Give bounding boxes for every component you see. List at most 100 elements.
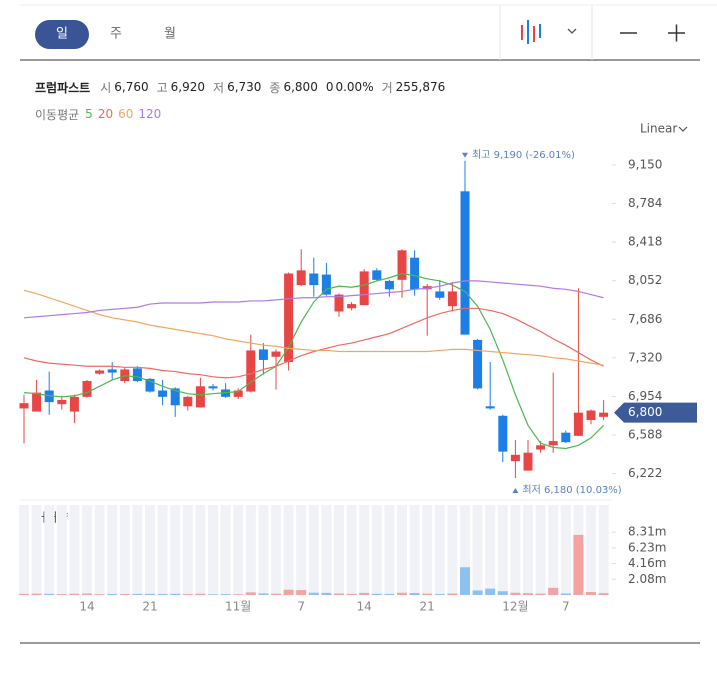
candle-body — [107, 369, 117, 373]
volume-column — [31, 505, 42, 595]
volume-bar — [548, 587, 559, 595]
candle-body — [296, 270, 306, 286]
candle-body — [271, 351, 281, 357]
x-tick-label: 12월 — [502, 600, 528, 614]
volume-column — [409, 505, 420, 595]
candle-body — [548, 441, 558, 446]
volume-column — [460, 505, 470, 595]
volume-bar — [271, 593, 281, 595]
candle-body — [57, 399, 67, 405]
volume-bar — [56, 594, 67, 595]
volume-bar — [586, 591, 596, 595]
volume-column — [94, 505, 105, 595]
zoom-in[interactable] — [668, 24, 685, 42]
legend-entry: 5 — [85, 107, 93, 121]
volume-column — [422, 505, 433, 595]
volume-column — [334, 505, 344, 595]
volume-bar — [598, 593, 609, 595]
volume-bar — [82, 593, 92, 595]
quote-label: 시 — [100, 80, 112, 95]
volume-bar — [472, 590, 483, 595]
volume-bar — [485, 588, 496, 595]
price-tag-label: 6,800 — [628, 405, 662, 419]
ma-title: 이동평균 — [35, 107, 80, 122]
candle-body — [69, 396, 79, 412]
tab-selected-bg[interactable] — [35, 20, 89, 49]
candle-body — [158, 390, 168, 397]
candle-body — [485, 406, 495, 409]
volume-column — [397, 505, 407, 595]
quote-value: 6,800 — [283, 80, 318, 94]
volume-tick-label: 8.31m — [628, 525, 666, 539]
volume-bar — [523, 593, 533, 595]
scale-chevron[interactable] — [678, 126, 688, 132]
tab[interactable]: 일 — [56, 27, 68, 42]
volume-column — [321, 505, 332, 595]
volume-column — [472, 505, 483, 595]
volume-bar — [397, 592, 407, 595]
volume-bar — [157, 594, 168, 595]
candle-body — [195, 386, 205, 408]
volume-bar — [220, 594, 231, 595]
y-tick-label: 7,320 — [628, 350, 662, 364]
y-tick-label: 6,222 — [628, 466, 662, 480]
volume-bar — [447, 593, 458, 595]
scale-label[interactable]: Linear — [640, 122, 677, 136]
volume-bar — [283, 589, 294, 595]
volume-column — [548, 505, 559, 595]
volume-bar — [371, 593, 382, 595]
volume-column — [132, 505, 143, 595]
volume-column — [182, 505, 193, 595]
tab[interactable]: 주 — [110, 27, 122, 42]
candle-body — [460, 191, 470, 335]
volume-bar — [359, 592, 370, 595]
volume-column — [271, 505, 281, 595]
volume-column — [535, 505, 546, 595]
volume-bar — [69, 593, 80, 595]
ma-line — [23, 307, 604, 379]
volume-bar — [535, 593, 546, 595]
quote-label: 거 — [381, 80, 393, 95]
stock-name: 프럼파스트 — [35, 80, 91, 95]
volume-bar — [460, 567, 470, 595]
x-tick-label: 7 — [297, 600, 305, 614]
volume-column — [258, 505, 269, 595]
volume-bar — [308, 592, 319, 595]
volume-column — [523, 505, 533, 595]
candle-body — [523, 452, 533, 471]
volume-column — [346, 505, 357, 595]
volume-column — [157, 505, 168, 595]
volume-column — [69, 505, 80, 595]
candle-body — [435, 291, 445, 298]
y-tick-label: 9,150 — [628, 157, 662, 171]
tab[interactable]: 월 — [164, 27, 176, 42]
candle-body — [170, 388, 180, 406]
volume-column — [195, 505, 206, 595]
volume-bar — [208, 594, 218, 595]
change-rate: 0.00% — [335, 80, 374, 94]
candle-body — [233, 390, 243, 397]
candle-body — [183, 396, 193, 407]
candle-body — [510, 454, 520, 462]
x-tick-label: 21 — [420, 600, 435, 614]
volume-bar — [422, 593, 433, 595]
quote-label: 종 — [269, 80, 281, 95]
volume-bar — [334, 593, 344, 595]
volume-column — [598, 505, 609, 595]
min-marker — [512, 487, 519, 493]
chevron[interactable] — [567, 28, 577, 34]
candle-body — [95, 370, 105, 374]
volume-column — [283, 505, 294, 595]
y-tick-label: 6,588 — [628, 427, 662, 441]
x-tick-label: 21 — [142, 600, 157, 614]
chart-type-icon[interactable] — [521, 20, 541, 44]
candle-body — [321, 274, 331, 295]
volume-bar — [195, 593, 206, 595]
volume-column — [245, 505, 256, 595]
volume-bar — [107, 594, 118, 595]
candle-body — [397, 250, 407, 280]
y-tick-label: 8,052 — [628, 273, 662, 287]
volume-bar — [258, 593, 269, 595]
candle-body — [32, 392, 42, 412]
